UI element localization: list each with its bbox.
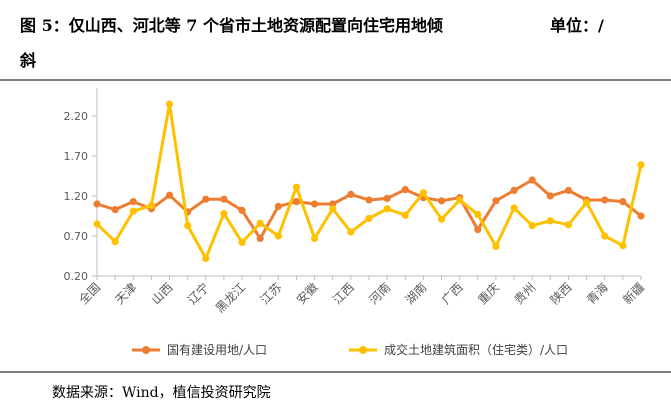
top-rule (0, 79, 671, 81)
series-2-point (129, 207, 137, 215)
series-2-point (347, 228, 355, 236)
bottom-rule (0, 371, 671, 373)
series-1-point (437, 197, 446, 205)
x-tick-label: 贵州 (511, 280, 538, 307)
series-2-point (401, 211, 409, 219)
x-tick-label: 黑龙江 (213, 280, 248, 315)
x-tick-label: 重庆 (475, 280, 502, 307)
series-1-point (619, 198, 627, 206)
series-1-point (292, 198, 301, 206)
chart-title-continued: 斜 (20, 51, 37, 70)
series-2-point (528, 222, 536, 230)
chart-title: 图 5：仅山西、河北等 7 个省市土地资源配置向住宅用地倾 (20, 16, 443, 35)
series-2-point (147, 202, 155, 210)
y-tick-label: 0.70 (64, 230, 89, 243)
series-1-point (492, 197, 500, 205)
series-1-point (347, 190, 355, 198)
source-note: 数据来源：Wind，植信投资研究院 (52, 385, 271, 401)
y-tick-label: 1.70 (64, 150, 89, 163)
y-tick-label: 0.20 (64, 270, 89, 283)
series-2-point (492, 242, 500, 250)
series-1-point (474, 226, 482, 234)
series-2-point (637, 161, 645, 169)
series-2-point (437, 215, 446, 223)
series-2-point (311, 234, 319, 242)
series-1-point (202, 195, 210, 203)
series-2-point (93, 220, 101, 228)
x-tick-label: 新疆 (620, 280, 648, 308)
series-1-point (238, 206, 246, 214)
series-lines (93, 100, 645, 262)
series-2-point (238, 238, 246, 246)
x-tick-label: 天津 (113, 280, 140, 307)
legend-label: 成交土地建筑面积（住宅类）/人口 (384, 342, 568, 357)
series-1-point (111, 206, 119, 214)
series-2-point (383, 205, 391, 213)
series-2-point (111, 238, 119, 246)
series-1-point (528, 176, 536, 184)
series-1-point (365, 196, 373, 204)
series-1-point (564, 186, 573, 194)
series-1-point (601, 196, 609, 204)
x-tick-label: 江苏 (258, 280, 285, 307)
series-2-point (274, 232, 282, 240)
series-line-2 (95, 102, 643, 260)
series-1-point (274, 202, 282, 210)
x-tick-label: 江西 (330, 280, 357, 307)
series-1-point (220, 195, 228, 203)
x-tick-label: 辽宁 (184, 280, 212, 308)
legend-label: 国有建设用地/人口 (167, 343, 267, 357)
series-2-point (564, 221, 573, 229)
series-2-point (256, 219, 264, 227)
series-1-point (311, 200, 319, 208)
x-tick-label: 陕西 (547, 280, 575, 308)
series-2-point (292, 183, 301, 191)
x-tick-label: 安徽 (293, 280, 321, 308)
y-tick-label: 1.20 (64, 190, 89, 203)
chart-unit: 单位：/ (550, 16, 604, 35)
legend-swatch-marker (359, 346, 367, 354)
y-tick-label: 2.20 (64, 110, 89, 123)
series-1-point (510, 186, 518, 194)
series-2-point (202, 254, 210, 262)
series-2-point (220, 210, 228, 218)
series-2-point (583, 198, 591, 206)
series-2-point (329, 205, 337, 213)
x-tick-label: 全国 (76, 280, 104, 308)
series-2-point (474, 210, 482, 218)
series-2-point (365, 214, 373, 222)
series-2-point (546, 217, 554, 225)
series-2-point (619, 242, 627, 250)
series-2-point (184, 222, 192, 230)
series-1-point (256, 234, 264, 242)
x-tick-label: 河南 (366, 280, 394, 308)
x-tick-label: 青海 (583, 280, 611, 308)
series-1-point (637, 212, 645, 220)
series-1-point (165, 191, 174, 199)
series-2-point (165, 100, 174, 108)
series-line-1 (95, 178, 643, 240)
x-tick-label: 广西 (439, 280, 466, 307)
series-2-point (456, 196, 464, 204)
series-2-point (510, 204, 518, 212)
series-1-point (129, 198, 137, 206)
x-tick-label: 湖南 (402, 280, 430, 308)
legend: 国有建设用地/人口 成交土地建筑面积（住宅类）/人口 (132, 342, 568, 357)
series-1-point (401, 186, 409, 194)
series-2-point (419, 189, 427, 197)
legend-swatch-marker (142, 346, 150, 354)
series-1-point (546, 192, 554, 200)
series-2-point (601, 232, 609, 240)
series-1-point (93, 200, 101, 208)
x-tick-label: 山西 (149, 280, 176, 307)
series-1-point (383, 194, 391, 202)
